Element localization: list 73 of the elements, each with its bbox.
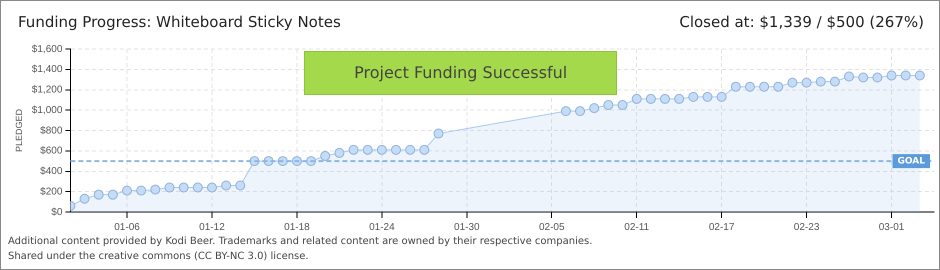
y-tick-label: $0 (51, 206, 63, 218)
point (816, 76, 826, 87)
point (136, 186, 146, 196)
banner: Project Funding Successful (304, 51, 618, 95)
y-tick-label: $200 (40, 186, 63, 198)
point (320, 150, 330, 161)
x-tick-label: 01-12 (199, 222, 226, 233)
point (603, 100, 614, 110)
y-tick-label: $400 (40, 166, 63, 177)
x-tick-label: 01-18 (284, 222, 310, 233)
point (235, 180, 246, 191)
point (759, 82, 770, 92)
point (560, 106, 571, 116)
point (122, 186, 132, 196)
point (150, 184, 160, 195)
point (589, 103, 600, 114)
text: Shared under the creative commons (CC BY-NC 3.0) license. (8, 251, 309, 262)
point (334, 148, 344, 158)
chart-subtitle: Closed at: $1,339 / $500 (267%) (679, 13, 924, 31)
point (80, 194, 90, 204)
y-tick-label: $1,200 (32, 84, 63, 96)
point (362, 144, 373, 155)
point (192, 182, 203, 193)
point (872, 72, 882, 83)
y-axis-title: PLEDGED (14, 108, 24, 152)
x-tick-label: 02-17 (708, 222, 735, 233)
point (787, 78, 798, 88)
point (844, 72, 854, 82)
x-tick-label: 01-06 (114, 222, 140, 233)
point (376, 144, 387, 155)
point (900, 70, 911, 80)
point (688, 92, 698, 102)
y-tick-label: $1,400 (32, 64, 63, 76)
point (830, 76, 840, 87)
y-tick-label: $800 (40, 125, 63, 136)
point (646, 94, 656, 104)
ref-line-label: GOAL (898, 156, 926, 166)
point (575, 106, 586, 116)
point (405, 144, 416, 155)
point (702, 92, 712, 102)
point (716, 92, 727, 102)
point (419, 144, 430, 155)
point (178, 182, 189, 193)
point (914, 70, 925, 80)
point (433, 128, 444, 139)
x-tick-label: 02-23 (794, 222, 820, 233)
x-tick-label: 01-24 (369, 222, 396, 233)
point (94, 190, 104, 200)
y-tick-label: $1,000 (32, 104, 63, 116)
y-tick-label: $600 (40, 146, 63, 157)
point (221, 180, 232, 191)
point (206, 182, 217, 193)
point (632, 94, 642, 104)
x-tick-label: 01-30 (454, 222, 480, 233)
x-tick-label: 02-11 (624, 222, 650, 233)
point (858, 72, 868, 83)
point (618, 100, 628, 110)
point (164, 182, 174, 193)
point (348, 144, 359, 155)
point (744, 82, 755, 92)
point (391, 144, 402, 155)
point (773, 82, 784, 92)
point (108, 190, 118, 200)
text: Additional content provided by Kodi Beer. Trademarks and related content are owned by their respective companies. (8, 236, 592, 247)
point (886, 70, 897, 80)
point (730, 82, 741, 92)
point (674, 94, 684, 104)
y-tick-label: $1,600 (32, 44, 63, 55)
chart-title: Funding Progress: Whiteboard Sticky Notes (18, 13, 341, 31)
x-tick-label: 03-01 (878, 222, 905, 233)
x-tick-label: 02-05 (538, 222, 565, 233)
point (660, 94, 670, 104)
point (802, 78, 812, 88)
